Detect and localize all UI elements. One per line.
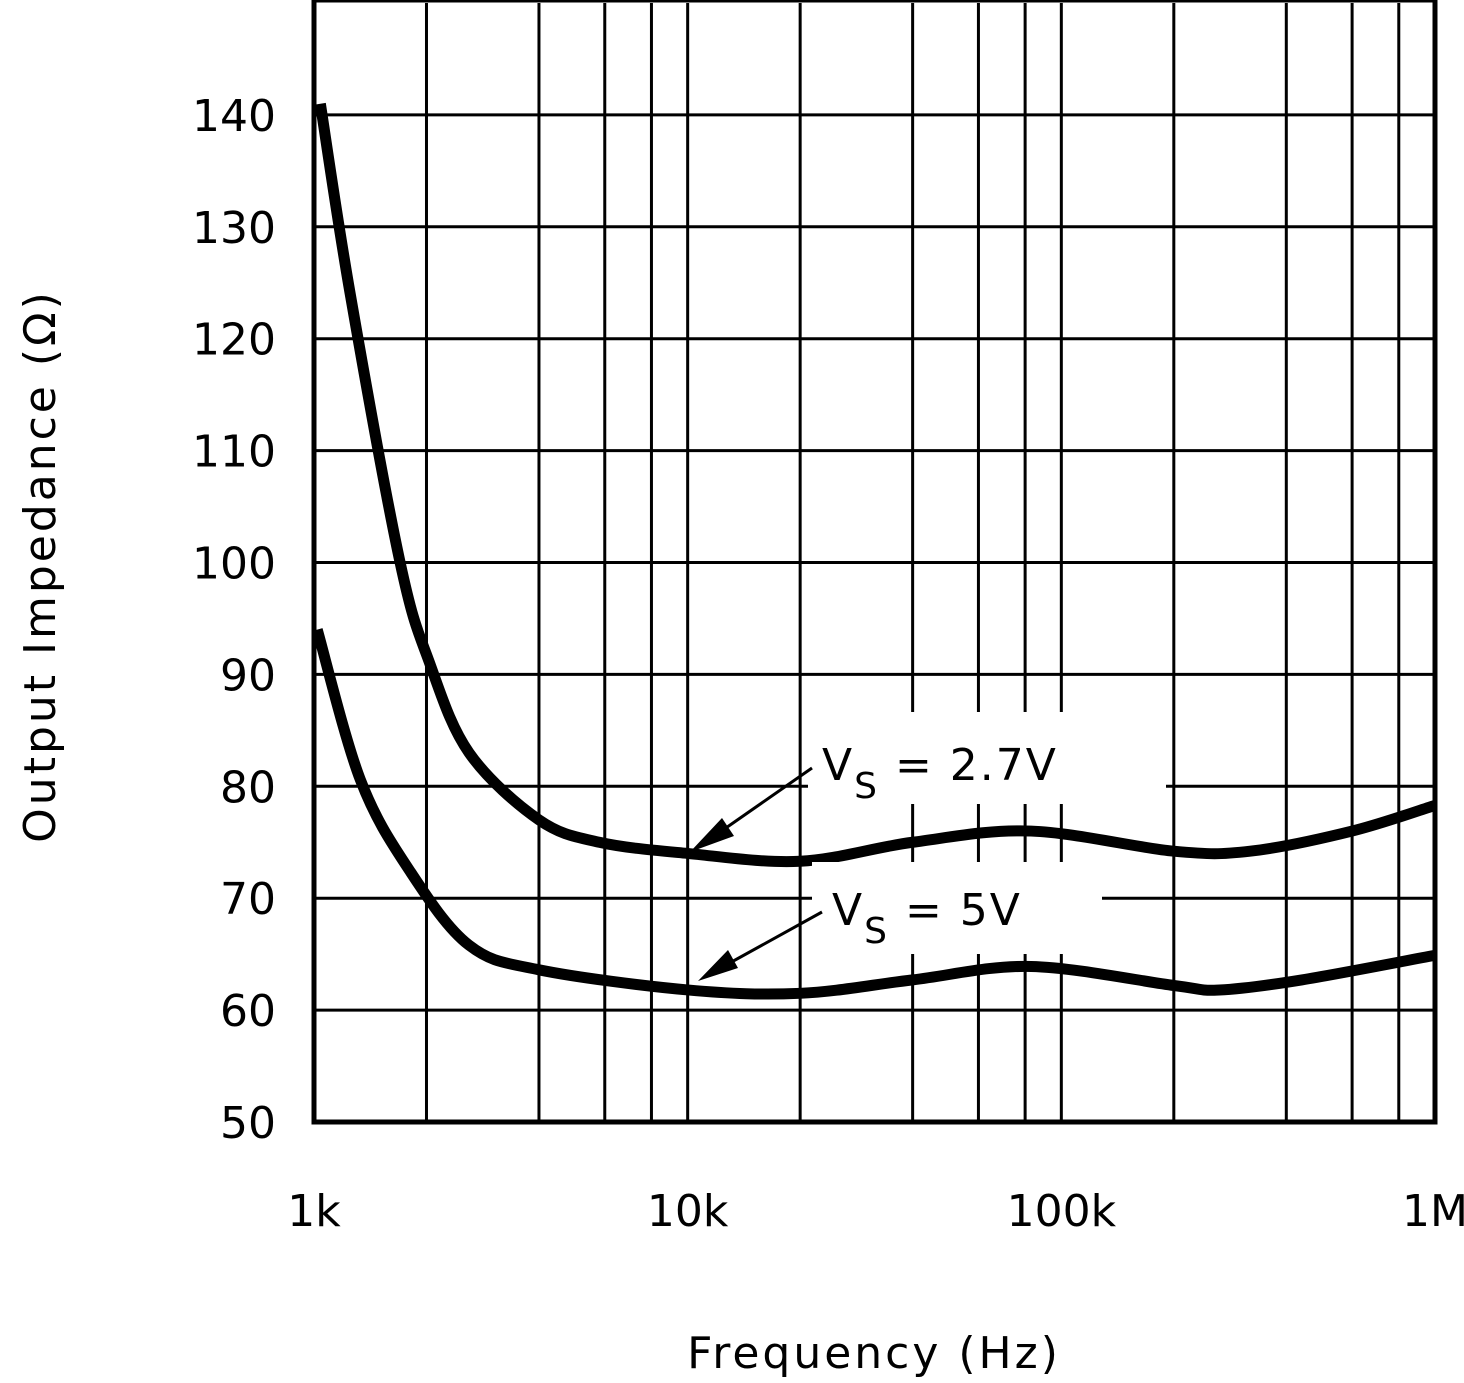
x-tick-label: 1k: [287, 1186, 341, 1237]
svg-text:VS = 2.7V: VS = 2.7V: [822, 740, 1058, 807]
svg-text:VS = 5V: VS = 5V: [832, 885, 1022, 952]
y-tick-label: 60: [220, 986, 276, 1037]
x-tick-labels: 1k 10k 100k 1M: [287, 1186, 1464, 1237]
y-tick-labels: 50 60 70 80 90 100 110 120 130 140: [192, 91, 276, 1149]
annotation-background: [812, 862, 1102, 954]
annotation-label-sub: S: [864, 911, 889, 952]
plot-frame: [311, 0, 1438, 1125]
y-tick-label: 100: [192, 539, 276, 590]
series-line-0: [314, 102, 1437, 868]
y-tick-label: 80: [220, 762, 276, 813]
annotation-label-main: V: [822, 740, 854, 791]
annotation-label-rest: = 2.7V: [879, 740, 1058, 791]
y-tick-label: 140: [192, 91, 276, 142]
grid: [312, 3, 1435, 1124]
annotation-label-main: V: [832, 885, 864, 936]
arrowhead-icon: [698, 950, 738, 981]
x-tick-label: 1M: [1402, 1186, 1464, 1237]
y-tick-label: 110: [192, 427, 276, 478]
annotation-label-rest: = 5V: [889, 885, 1022, 936]
y-tick-label: 50: [220, 1098, 276, 1149]
y-tick-label: 130: [192, 203, 276, 254]
annotation-vs-5v: VS = 5V: [698, 862, 1102, 981]
arrowhead-icon: [690, 818, 734, 852]
x-tick-label: 100k: [1007, 1186, 1117, 1237]
x-axis-label: Frequency (Hz): [687, 1328, 1061, 1379]
series-lines: [311, 102, 1437, 1000]
y-tick-label: 120: [192, 315, 276, 366]
x-tick-label: 10k: [647, 1186, 729, 1237]
y-tick-label: 70: [220, 874, 276, 925]
annotation-background: [808, 712, 1166, 804]
annotation-label-sub: S: [854, 766, 879, 807]
series-line-1: [311, 628, 1436, 1000]
y-axis-label: Output Impedance (Ω): [15, 289, 66, 843]
annotation-vs-2-7v: VS = 2.7V: [690, 712, 1166, 852]
y-tick-label: 90: [220, 650, 276, 701]
